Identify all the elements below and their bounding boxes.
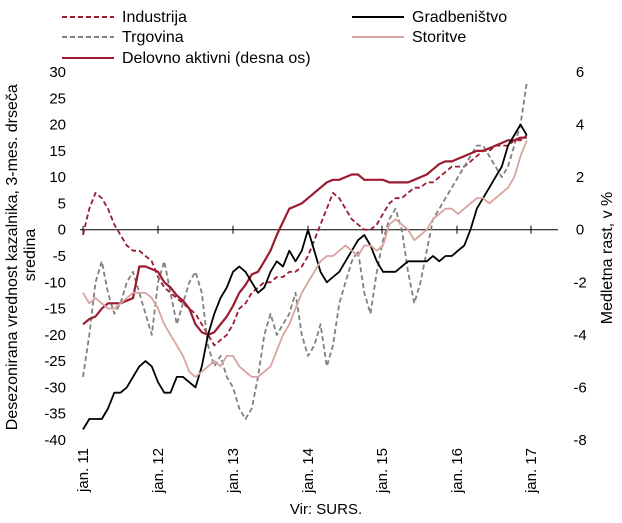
y-left-tick-label: -5 <box>53 248 66 265</box>
legend-label: Gradbeništvo <box>412 9 507 26</box>
x-tick-label: jan. 12 <box>150 448 167 494</box>
y-right-tick-label: 4 <box>576 117 584 134</box>
y-axis-left-title-line2: sredina <box>22 229 39 282</box>
y-left-tick-label: 25 <box>49 90 66 107</box>
legend: Industrija Gradbeništvo Trgovina Storitve De… <box>62 9 507 67</box>
y-left-tick-label: 0 <box>58 222 66 239</box>
y-left-tick-label: -20 <box>44 327 66 344</box>
legend-label: Delovno aktivni (desna os) <box>122 50 311 67</box>
y-axis-right-title: Medletna rast, v % <box>599 192 616 325</box>
series-line-delovno-aktivni-desna-os- <box>82 136 527 336</box>
series-lines <box>82 82 528 430</box>
x-tick-label: jan. 11 <box>75 448 92 493</box>
y-left-tick-label: 15 <box>49 143 66 160</box>
y-left-tick-label: 5 <box>58 195 66 212</box>
y-axis-left-title-line1: Desezonirana vrednost kazalnika, 3-mes. … <box>4 84 21 430</box>
y-right-tick-label: -2 <box>573 274 586 291</box>
y-left-tick-label: 10 <box>49 169 66 186</box>
x-tick-label: jan. 17 <box>523 448 540 494</box>
y-right-tick-label: -4 <box>573 327 586 344</box>
y-right-tick-label: 0 <box>576 222 584 239</box>
legend-label: Industrija <box>122 9 187 26</box>
y-left-tick-label: -35 <box>44 406 66 423</box>
legend-label: Trgovina <box>122 29 184 46</box>
x-tick-label: jan. 15 <box>374 448 391 494</box>
y-left-tick-label: 30 <box>49 64 66 81</box>
y-left-tick-label: 20 <box>49 117 66 134</box>
axes: 302520151050-5-10-15-20-25-30-35-406420-… <box>44 64 586 494</box>
series-line-storitve <box>82 139 528 378</box>
y-left-tick-label: -15 <box>44 301 66 318</box>
x-tick-label: jan. 16 <box>449 448 466 494</box>
x-tick-label: jan. 14 <box>300 448 317 494</box>
y-right-tick-label: -8 <box>573 432 586 449</box>
y-left-tick-label: -10 <box>44 274 66 291</box>
y-right-tick-label: 2 <box>576 169 584 186</box>
y-left-tick-label: -30 <box>44 379 66 396</box>
y-right-tick-label: 6 <box>576 64 584 81</box>
x-tick-label: jan. 13 <box>225 448 242 494</box>
y-left-tick-label: -40 <box>44 432 66 449</box>
y-right-tick-label: -6 <box>573 379 586 396</box>
y-left-tick-label: -25 <box>44 353 66 370</box>
y-axis-left-title: Desezonirana vrednost kazalnika, 3-mes. … <box>4 80 39 430</box>
legend-label: Storitve <box>412 29 466 46</box>
series-line-trgovina <box>82 82 528 420</box>
series-line-gradbeni-tvo <box>82 123 528 430</box>
source-note: Vir: SURS. <box>290 501 362 518</box>
